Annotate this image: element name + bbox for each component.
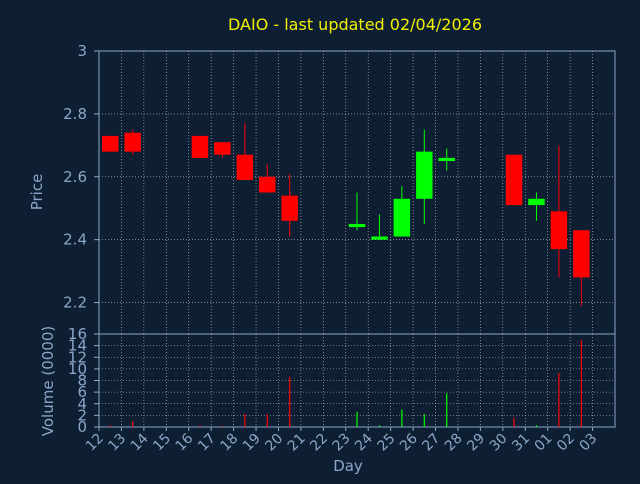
candle-01	[550, 145, 568, 278]
candle-body	[550, 211, 568, 250]
candle-body	[191, 135, 209, 158]
candle-26	[416, 129, 433, 224]
candle-body	[416, 151, 433, 199]
volume-ytick-label: 14	[68, 337, 87, 355]
candle-30	[505, 154, 523, 206]
candle-19	[259, 164, 276, 193]
candle-18	[236, 123, 254, 180]
price-ytick-label: 3	[77, 42, 87, 60]
candle-23	[348, 192, 366, 231]
price-ytick-label: 2.4	[63, 231, 87, 249]
volume-ytick-label: 4	[77, 395, 87, 413]
price-ytick-label: 2.8	[63, 105, 87, 123]
volume-ytick-label: 2	[77, 406, 87, 424]
candle-body	[214, 142, 231, 155]
candle-body	[259, 176, 276, 193]
candle-13	[124, 129, 141, 155]
candle-25	[393, 186, 411, 237]
candle-24	[371, 214, 388, 240]
candle-16	[191, 135, 209, 158]
candle-17	[214, 142, 231, 158]
candle-body	[124, 132, 141, 152]
volume-ytick-label: 0	[77, 418, 87, 436]
candle-20	[281, 173, 298, 237]
price-ytick-label: 2.6	[63, 168, 87, 186]
chart-title: DAIO - last updated 02/04/2026	[228, 15, 482, 34]
price-axis-label: Price	[28, 174, 46, 211]
candle-body	[371, 236, 388, 240]
candle-body	[348, 223, 366, 228]
candle-body	[281, 195, 298, 221]
day-axis-label: Day	[333, 457, 363, 475]
candle-body	[438, 157, 455, 162]
candle-body	[236, 154, 254, 180]
candle-body	[102, 135, 119, 152]
candle-body	[505, 154, 523, 206]
volume-ytick-label: 6	[77, 383, 87, 401]
volume-ytick-label: 8	[77, 372, 87, 390]
candle-body	[393, 198, 411, 237]
volume-ytick-label: 10	[68, 360, 87, 378]
candle-02	[573, 230, 590, 306]
candle-27	[438, 148, 455, 171]
volume-ytick-label: 12	[68, 348, 87, 366]
candle-31	[528, 192, 545, 221]
price-ytick-label: 2.2	[63, 294, 87, 312]
candle-body	[573, 230, 590, 278]
volume-ytick-label: 16	[68, 325, 87, 343]
candle-12	[102, 135, 119, 152]
volume-axis-label: Volume (0000)	[39, 326, 57, 436]
candle-body	[528, 198, 545, 206]
